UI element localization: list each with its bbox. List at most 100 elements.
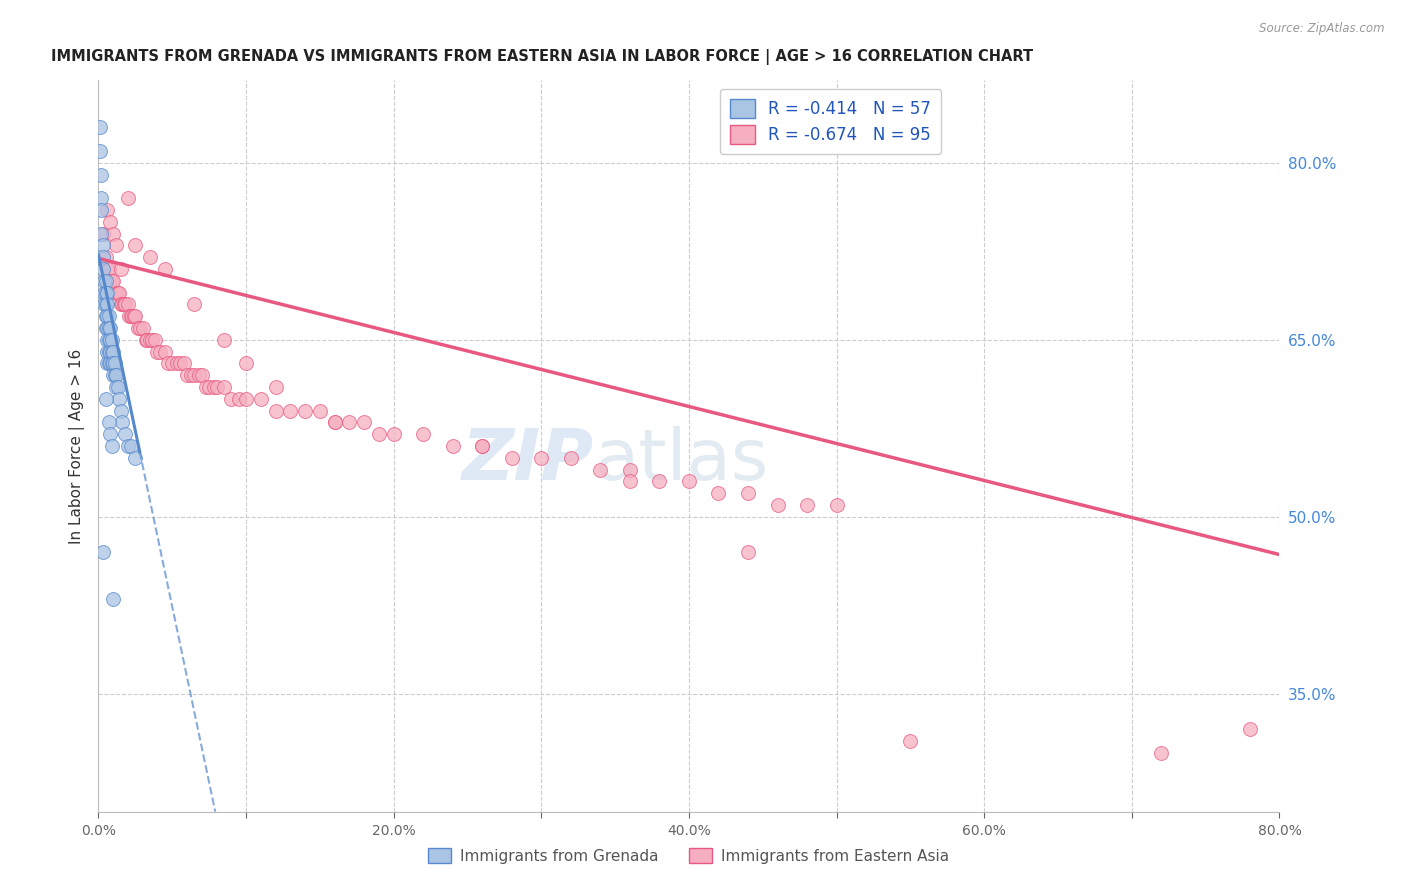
Point: [100, 356, 122, 370]
Point: [98, 344, 121, 359]
Point: [97, 344, 120, 359]
Point: [96, 262, 118, 277]
Point: [235, 356, 257, 370]
Point: [96, 333, 118, 347]
Point: [589, 462, 612, 476]
Point: [501, 450, 523, 465]
Point: [900, 734, 922, 748]
Point: [235, 392, 257, 406]
Legend: Immigrants from Grenada, Immigrants from Eastern Asia: Immigrants from Grenada, Immigrants from…: [422, 842, 956, 870]
Point: [97, 333, 120, 347]
Point: [124, 238, 146, 252]
Point: [104, 356, 127, 370]
Point: [149, 344, 172, 359]
Point: [183, 297, 205, 311]
Point: [530, 450, 553, 465]
Point: [412, 427, 434, 442]
Point: [94, 285, 117, 300]
Point: [117, 191, 139, 205]
Text: Source: ZipAtlas.com: Source: ZipAtlas.com: [1260, 22, 1385, 36]
Point: [471, 439, 494, 453]
Point: [94, 321, 117, 335]
Point: [98, 356, 121, 370]
Point: [309, 403, 332, 417]
Point: [187, 368, 209, 383]
Point: [139, 333, 162, 347]
Point: [136, 333, 159, 347]
Point: [1239, 722, 1261, 736]
Point: [97, 356, 120, 370]
Point: [132, 321, 155, 335]
Point: [105, 238, 128, 252]
Point: [103, 368, 125, 383]
Point: [89, 144, 111, 158]
Text: ZIP: ZIP: [463, 426, 595, 495]
Point: [107, 285, 129, 300]
Point: [176, 368, 198, 383]
Y-axis label: In Labor Force | Age > 16: In Labor Force | Age > 16: [69, 349, 84, 543]
Point: [108, 392, 131, 406]
Point: [97, 310, 120, 324]
Point: [146, 344, 169, 359]
Point: [94, 274, 117, 288]
Point: [127, 321, 149, 335]
Point: [707, 486, 730, 500]
Point: [124, 450, 146, 465]
Point: [195, 380, 218, 394]
Point: [205, 380, 228, 394]
Point: [114, 297, 136, 311]
Point: [766, 498, 789, 512]
Point: [141, 333, 163, 347]
Point: [139, 250, 162, 264]
Point: [162, 356, 183, 370]
Point: [94, 297, 117, 311]
Point: [98, 274, 121, 288]
Point: [100, 439, 122, 453]
Point: [294, 403, 316, 417]
Text: atlas: atlas: [595, 426, 769, 495]
Point: [169, 356, 191, 370]
Point: [105, 380, 128, 394]
Point: [96, 321, 118, 335]
Point: [212, 333, 235, 347]
Point: [120, 439, 142, 453]
Point: [110, 403, 132, 417]
Point: [97, 262, 120, 277]
Point: [91, 545, 114, 559]
Point: [111, 297, 134, 311]
Point: [124, 310, 146, 324]
Point: [250, 392, 273, 406]
Point: [90, 227, 112, 241]
Point: [737, 486, 759, 500]
Point: [212, 380, 235, 394]
Point: [96, 356, 118, 370]
Point: [382, 427, 405, 442]
Point: [91, 250, 114, 264]
Point: [166, 356, 188, 370]
Point: [108, 285, 131, 300]
Point: [94, 310, 117, 324]
Point: [96, 285, 118, 300]
Point: [619, 475, 641, 489]
Point: [89, 120, 111, 135]
Point: [122, 310, 145, 324]
Point: [737, 545, 759, 559]
Point: [90, 168, 112, 182]
Point: [90, 202, 112, 217]
Point: [114, 427, 136, 442]
Point: [103, 592, 125, 607]
Point: [118, 310, 141, 324]
Point: [471, 439, 494, 453]
Point: [228, 392, 250, 406]
Point: [107, 380, 129, 394]
Point: [91, 262, 114, 277]
Point: [117, 297, 139, 311]
Point: [103, 227, 125, 241]
Point: [100, 274, 122, 288]
Point: [678, 475, 700, 489]
Point: [90, 191, 112, 205]
Point: [105, 368, 128, 383]
Text: IMMIGRANTS FROM GRENADA VS IMMIGRANTS FROM EASTERN ASIA IN LABOR FORCE | AGE > 1: IMMIGRANTS FROM GRENADA VS IMMIGRANTS FR…: [51, 49, 1033, 65]
Point: [135, 333, 157, 347]
Point: [96, 344, 118, 359]
